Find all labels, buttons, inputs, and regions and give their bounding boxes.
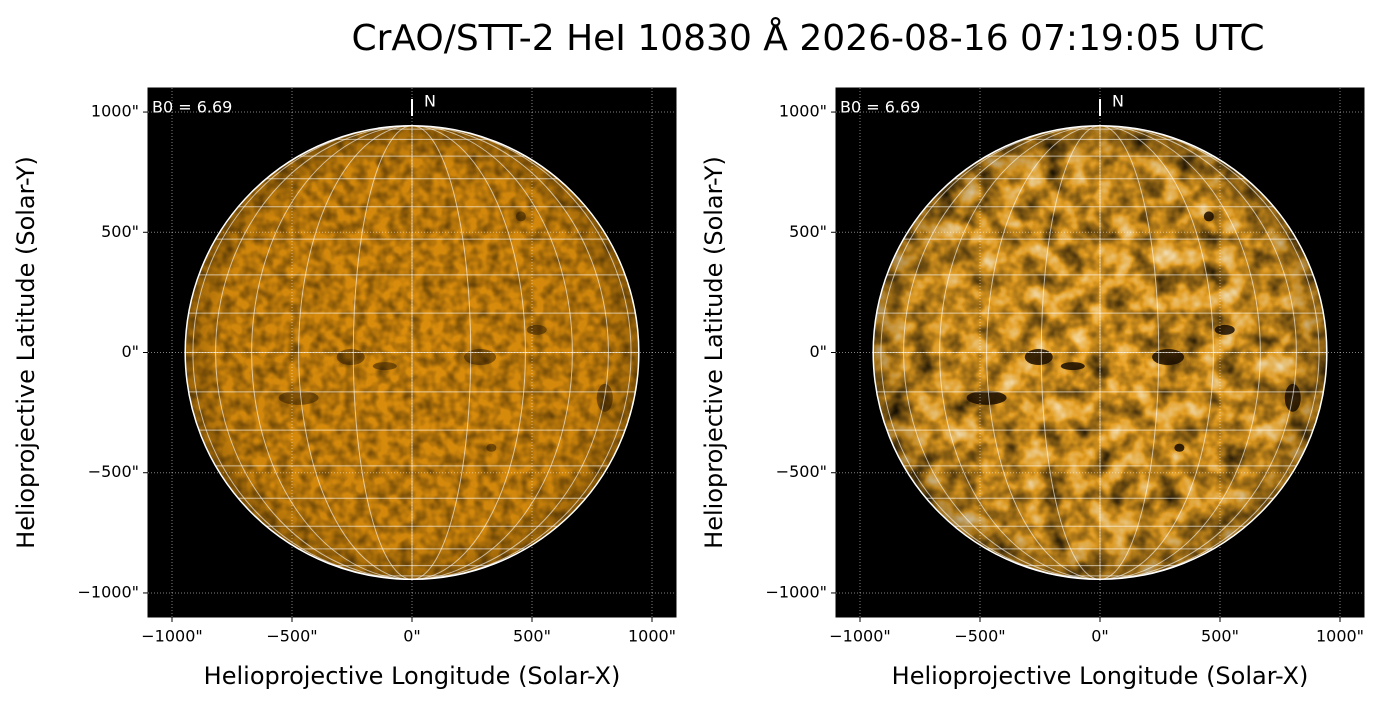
x-tick-label: 0" xyxy=(1091,627,1109,646)
y-tick-label: −500" xyxy=(88,462,139,481)
north-label: N xyxy=(424,92,436,111)
x-axis-label: Helioprojective Longitude (Solar-X) xyxy=(204,662,621,690)
b0-label: B0 = 6.69 xyxy=(152,98,232,117)
x-tick-label: 1000" xyxy=(628,627,676,646)
x-tick-label: −500" xyxy=(266,627,317,646)
x-tick-label: −1000" xyxy=(829,627,890,646)
north-label: N xyxy=(1112,92,1124,111)
x-tick-label: −1000" xyxy=(141,627,202,646)
y-tick-label: 1000" xyxy=(779,102,827,121)
b0-label: B0 = 6.69 xyxy=(840,98,920,117)
limb xyxy=(184,124,640,581)
y-tick-label: −500" xyxy=(776,462,827,481)
y-tick-label: 500" xyxy=(101,222,139,241)
y-tick-label: 0" xyxy=(121,342,139,361)
y-tick-label: 500" xyxy=(789,222,827,241)
y-tick-label: −1000" xyxy=(766,582,827,601)
limb xyxy=(872,124,1328,581)
y-tick-label: 1000" xyxy=(91,102,139,121)
y-axis-label: Helioprojective Latitude (Solar-Y) xyxy=(700,156,728,549)
x-axis-label: Helioprojective Longitude (Solar-X) xyxy=(892,662,1309,690)
x-tick-label: −500" xyxy=(954,627,1005,646)
x-tick-label: 500" xyxy=(513,627,551,646)
y-axis-label: Helioprojective Latitude (Solar-Y) xyxy=(12,156,40,549)
disk-texture xyxy=(185,125,639,580)
figure-title: CrAO/STT-2 HeI 10830 Å 2026-08-16 07:19:… xyxy=(351,16,1264,59)
x-tick-label: 500" xyxy=(1201,627,1239,646)
y-tick-label: 0" xyxy=(809,342,827,361)
y-tick-label: −1000" xyxy=(78,582,139,601)
x-tick-label: 1000" xyxy=(1316,627,1364,646)
x-tick-label: 0" xyxy=(403,627,421,646)
